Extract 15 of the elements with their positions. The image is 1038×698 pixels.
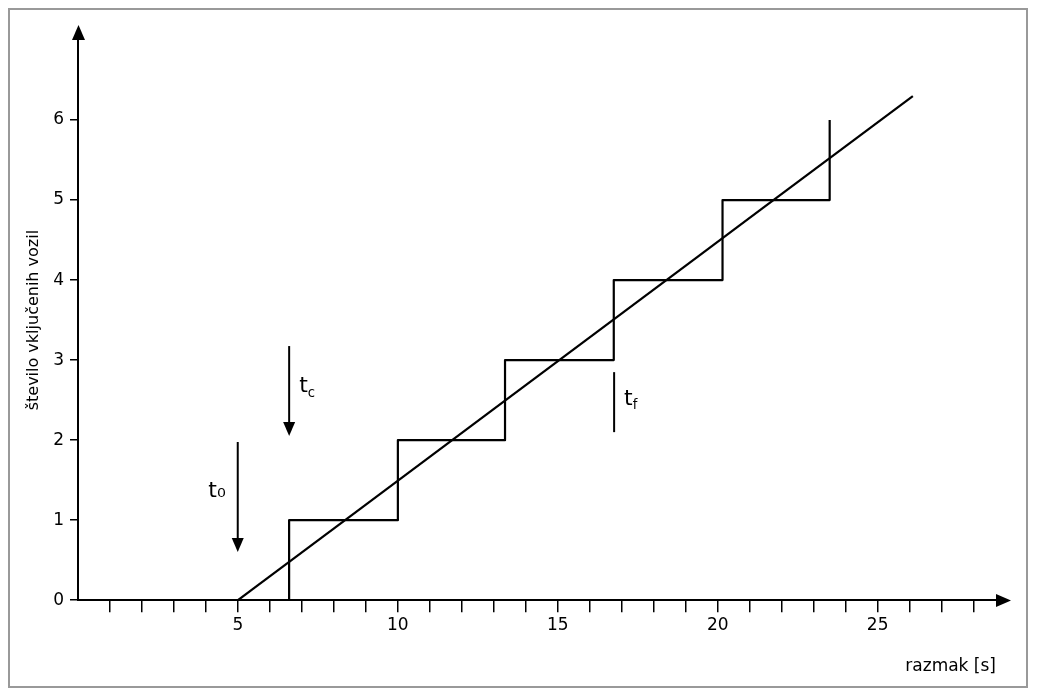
y-tick-label: 6 [53, 108, 65, 129]
x-tick-label: 15 [546, 613, 569, 634]
x-tick-label: 20 [706, 613, 729, 634]
x-axis-title: razmak [s] [905, 655, 996, 676]
y-axis-title: število vključenih vozil [22, 229, 42, 411]
x-tick-label: 25 [866, 613, 889, 634]
y-tick-label: 1 [53, 508, 65, 529]
y-tick-label: 2 [53, 428, 65, 449]
annotation: t₀ [208, 477, 226, 503]
y-tick-label: 3 [53, 348, 65, 369]
y-tick-label: 5 [53, 188, 65, 209]
y-tick-label: 0 [53, 588, 65, 609]
x-tick-label: 5 [232, 613, 244, 634]
x-tick-label: 10 [387, 613, 409, 634]
y-tick-label: 4 [53, 268, 65, 289]
